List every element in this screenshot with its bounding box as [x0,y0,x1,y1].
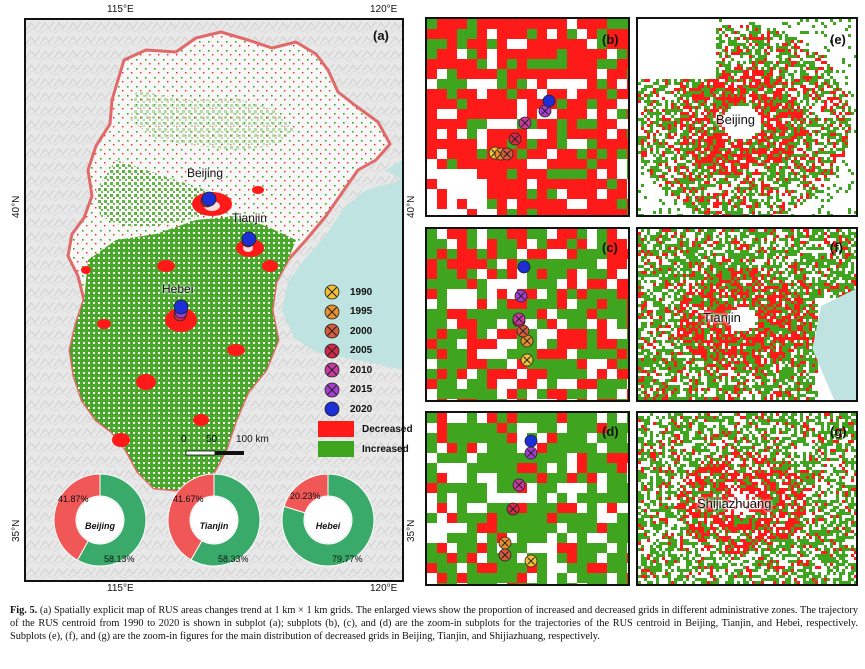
legend-year-label: 1990 [350,286,373,298]
subplot-b [425,17,630,217]
legend-decreased-label: Decreased [362,424,413,435]
legend-increased-swatch [318,441,354,457]
subplot-b-grid [427,19,628,215]
subplot-c-grid [427,229,628,400]
trajectory-d [498,434,538,568]
donut-decreased-slice [167,473,215,561]
panel-label-e: (e) [830,32,846,47]
legend-year-2005: 2005 [324,343,372,359]
donut-beijing [50,470,150,570]
legend-year-label: 2020 [350,403,373,415]
lon-tick-120: 120°E [370,4,398,15]
lat-tick-40-left: 40°N [11,195,22,218]
legend-year-marker [324,362,340,378]
legend-increased-label: Increased [362,444,409,455]
donut-increased-slice [76,473,147,567]
donut-hebei-chart [281,473,375,567]
legend-year-marker [324,401,340,417]
legend-year-marker [324,284,340,300]
legend-year-marker [324,343,340,358]
centroid-2020 [517,260,531,274]
zoom-label-shijiazhuang: Shijiazhuang [697,496,772,511]
scale-label-50: 50 [206,434,218,445]
subplot-f [636,227,858,402]
legend-year-label: 2000 [350,325,373,337]
legend-year-label: 2015 [350,384,373,395]
zoom-label-beijing: Beijing [716,112,756,127]
donut-tianjin [164,470,264,570]
city-label-hebei: Hebei [162,282,194,296]
donut-tianjin-chart [167,473,261,567]
caption-text: (a) Spatially explicit map of RUS areas … [10,605,859,643]
panel-label-c: (c) [602,240,618,255]
centroid-beijing [200,191,217,208]
centroid-tianjin [241,231,257,248]
legend-year-2010: 2010 [324,362,372,378]
donut-beijing-name: Beijing [84,521,115,531]
city-label-tianjin: Tianjin [232,211,267,225]
panel-label-f: (f) [830,240,843,255]
figure-caption: Fig. 5. (a) Spatially explicit map of RU… [10,604,858,644]
panel-label-d: (d) [602,424,619,439]
centroid-2020 [524,434,538,448]
donut-hebei-decreased-pct: 20.23% [290,491,321,501]
caption-lead: Fig. 5. [10,605,38,616]
lat-tick-35-right: 35°N [406,519,417,542]
legend-year-2015: 2015 [324,382,372,398]
trajectory-c [512,260,534,367]
panel-label-a: (a) [373,28,389,43]
donut-beijing-chart [53,473,147,567]
centroid-2020 [542,94,556,108]
scale-bar [185,450,244,456]
city-label-beijing: Beijing [187,166,224,180]
legend-year-1990: 1990 [324,284,372,300]
legend-year-marker [324,304,340,319]
subplot-c [425,227,630,402]
lat-tick-40-right: 40°N [406,195,417,218]
scale-label-0: 0 [181,434,187,445]
legend-year-marker [324,323,340,339]
lon-tick-115: 115°E [107,4,134,15]
trajectory-b [488,94,556,161]
legend-year-2020: 2020 [324,401,372,417]
donut-tianjin-increased-pct: 58.33% [218,554,249,564]
legend-year-marker [324,382,340,397]
donut-beijing-increased-pct: 58.13% [104,554,135,564]
donut-tianjin-decreased-pct: 41.67% [173,494,204,504]
legend-year-label: 2005 [350,345,373,356]
legend-year-1995: 1995 [324,304,372,320]
donut-hebei-increased-pct: 79.77% [332,554,363,564]
legend-decreased-swatch [318,421,354,437]
donut-decreased-slice [53,473,101,561]
legend-year-label: 2010 [350,364,373,376]
panel-label-g: (g) [830,424,847,439]
lon-tick-115-bottom: 115°E [107,583,134,594]
subplot-g-map [638,413,856,584]
donut-hebei [278,470,378,570]
subplot-f-map [638,229,856,400]
lat-tick-35-left: 35°N [11,519,22,542]
panel-label-b: (b) [602,32,619,47]
lon-tick-120-bottom: 120°E [370,583,398,594]
donut-beijing-decreased-pct: 41.87% [58,494,89,504]
subplot-e [636,17,858,217]
legend-year-label: 1995 [350,306,373,317]
donut-increased-slice [190,473,261,567]
subplot-e-map [638,19,856,215]
centroid-hebei [173,299,189,322]
subplot-g [636,411,858,586]
legend-year-2000: 2000 [324,323,372,339]
donut-hebei-name: Hebei [315,521,341,531]
zoom-label-tianjin: Tianjin [703,310,741,325]
scale-label-100: 100 km [236,434,269,445]
donut-increased-slice [281,473,375,567]
donut-tianjin-name: Tianjin [199,521,229,531]
